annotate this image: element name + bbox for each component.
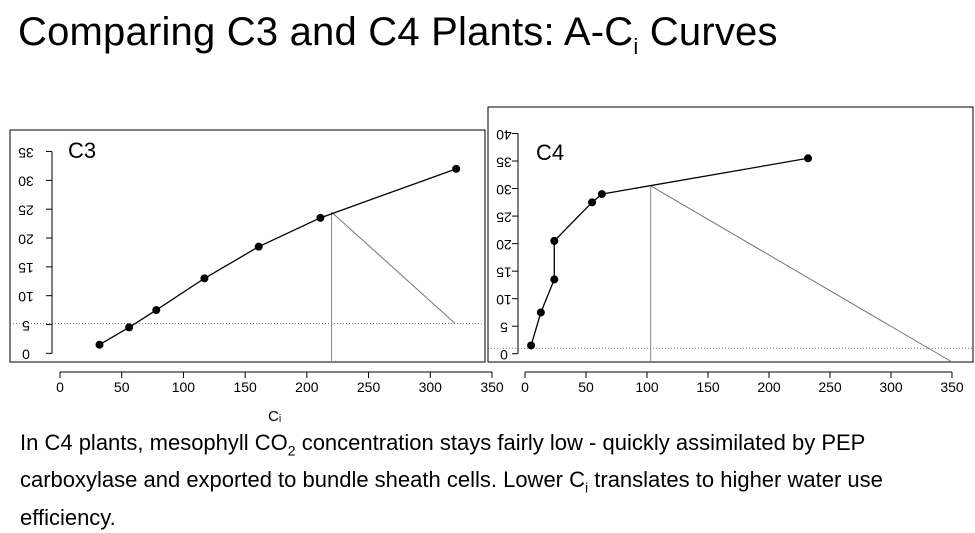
c4-x-tick-label: 300 <box>879 379 903 395</box>
c3-x-tick-label: 200 <box>295 379 319 395</box>
c4-data-point <box>550 236 559 245</box>
c4-y-tick-label: 30 <box>496 182 512 198</box>
c3-y-tick-label: 20 <box>18 231 34 247</box>
c3-data-point <box>254 242 263 251</box>
c3-series-line <box>99 168 457 346</box>
c3-x-tick-label: 300 <box>419 379 443 395</box>
c3-y-tick-label: 10 <box>18 289 34 305</box>
c4-data-point <box>597 190 606 199</box>
c4-x-tick-label: 250 <box>818 379 842 395</box>
c3-y-tick-label: 35 <box>18 145 34 161</box>
c4-x-tick-label: 200 <box>757 379 781 395</box>
c4-y-tick-label: 20 <box>496 237 512 253</box>
c4-x-tick-label: 0 <box>521 379 529 395</box>
c3-data-point <box>125 323 134 332</box>
c4-y-tick-label: 35 <box>496 154 512 170</box>
c3-x-tick-label: 150 <box>233 379 257 395</box>
c3-x-tick-label: 100 <box>172 379 196 395</box>
c4-tangent-line <box>650 185 953 363</box>
c3-y-tick-label: 0 <box>22 347 30 363</box>
c3-plot-frame <box>9 129 486 363</box>
c3-panel-label: C3 <box>68 138 96 163</box>
c3-data-point <box>152 306 161 315</box>
c4-x-tick-label: 50 <box>578 379 594 395</box>
c3-data-point <box>95 340 104 349</box>
c4-y-tick-label: 40 <box>496 127 512 143</box>
c4-x-tick-label: 150 <box>696 379 720 395</box>
c4-y-tick-label: 0 <box>500 347 508 363</box>
c4-y-tick-label: 25 <box>496 209 512 225</box>
c3-x-tick-label: 250 <box>357 379 381 395</box>
c3-data-point <box>200 274 209 283</box>
c4-x-tick-label: 350 <box>940 379 964 395</box>
c3-x-tick-label: 50 <box>114 379 130 395</box>
c4-data-point <box>804 154 813 163</box>
c4-data-point <box>550 275 559 284</box>
c3-tangent-line <box>331 211 456 324</box>
c4-y-tick-label: 5 <box>500 320 508 336</box>
c3-data-point <box>316 213 325 222</box>
c4-y-tick-label: 15 <box>496 264 512 280</box>
c3-x-tick-label: 0 <box>56 379 64 395</box>
c4-data-point <box>536 308 545 317</box>
c3-y-tick-label: 5 <box>22 318 30 334</box>
c3-data-point <box>452 164 461 173</box>
caption-text: In C4 plants, mesophyll CO2 concentratio… <box>20 430 883 530</box>
c4-y-tick-label: 10 <box>496 292 512 308</box>
x-axis-unit-label: Cᵢ <box>268 408 282 425</box>
c4-data-point <box>588 198 597 207</box>
c3-x-tick-label: 350 <box>480 379 504 395</box>
c4-panel-label: C4 <box>536 140 564 165</box>
c4-series-line <box>530 157 809 346</box>
c4-data-point <box>527 341 536 350</box>
c3-y-tick-label: 25 <box>18 202 34 218</box>
page-title: Comparing C3 and C4 Plants: A-Ci Curves <box>18 10 778 59</box>
c3-y-tick-label: 15 <box>18 260 34 276</box>
c4-x-tick-label: 100 <box>635 379 659 395</box>
c4-plot-frame <box>487 106 974 363</box>
c3-y-tick-label: 30 <box>18 174 34 190</box>
